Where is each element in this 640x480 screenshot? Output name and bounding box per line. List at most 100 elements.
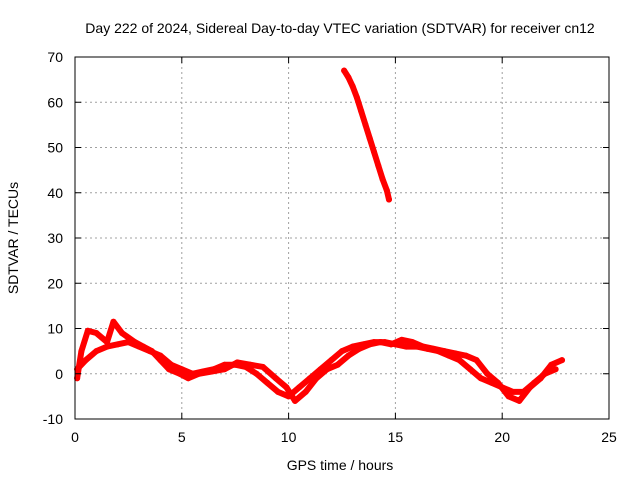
data-point bbox=[324, 366, 331, 373]
data-point bbox=[473, 357, 480, 364]
data-point bbox=[345, 74, 352, 81]
data-point bbox=[356, 345, 363, 352]
data-point bbox=[302, 388, 309, 395]
y-tick-label: 0 bbox=[55, 366, 63, 382]
data-point bbox=[349, 83, 356, 90]
data-point bbox=[430, 345, 437, 352]
data-point bbox=[339, 348, 345, 355]
data-point bbox=[537, 375, 544, 382]
data-point bbox=[208, 368, 215, 375]
data-point bbox=[366, 341, 373, 348]
data-point bbox=[371, 149, 378, 156]
data-point bbox=[398, 336, 405, 343]
data-point bbox=[388, 341, 395, 348]
data-point bbox=[283, 384, 290, 391]
data-point bbox=[165, 366, 172, 373]
data-point bbox=[375, 162, 382, 169]
data-point bbox=[420, 343, 427, 350]
x-ticks: 0 5 10 15 20 25 bbox=[71, 57, 617, 445]
data-point bbox=[157, 357, 164, 364]
data-point bbox=[516, 397, 523, 404]
y-tick-label: 10 bbox=[47, 321, 63, 337]
data-point bbox=[274, 388, 281, 395]
data-point bbox=[494, 379, 501, 386]
data-point bbox=[296, 384, 303, 391]
data-point bbox=[264, 379, 271, 386]
y-ticks: -10 0 10 20 30 40 50 60 70 bbox=[43, 49, 609, 427]
x-tick-label: 10 bbox=[281, 429, 297, 445]
y-tick-label: 60 bbox=[47, 94, 63, 110]
data-point bbox=[104, 343, 111, 350]
data-point bbox=[505, 393, 512, 400]
data-series bbox=[74, 67, 566, 404]
data-point bbox=[484, 370, 491, 377]
data-point bbox=[176, 370, 183, 377]
data-point bbox=[559, 357, 566, 364]
y-tick-label: 30 bbox=[47, 230, 63, 246]
data-point bbox=[341, 67, 348, 74]
data-point bbox=[74, 375, 81, 382]
data-point bbox=[409, 339, 416, 346]
data-point bbox=[82, 357, 89, 364]
data-point bbox=[383, 187, 390, 194]
data-point bbox=[358, 108, 365, 115]
x-tick-label: 0 bbox=[71, 429, 79, 445]
data-point bbox=[441, 348, 448, 355]
data-point bbox=[385, 196, 392, 203]
data-point bbox=[377, 339, 384, 346]
x-tick-label: 25 bbox=[601, 429, 617, 445]
data-point bbox=[148, 348, 155, 355]
data-point bbox=[353, 94, 360, 101]
data-point bbox=[467, 366, 474, 373]
data-point bbox=[221, 366, 228, 373]
data-point bbox=[253, 370, 260, 377]
data-point bbox=[462, 352, 469, 359]
y-tick-label: 20 bbox=[47, 275, 63, 291]
data-point bbox=[140, 343, 147, 350]
data-point bbox=[110, 318, 117, 325]
x-tick-label: 20 bbox=[494, 429, 510, 445]
y-tick-label: 50 bbox=[47, 140, 63, 156]
data-point bbox=[84, 327, 91, 334]
data-point bbox=[93, 348, 100, 355]
data-point bbox=[552, 366, 559, 373]
data-point bbox=[104, 339, 111, 346]
data-point bbox=[379, 176, 386, 183]
data-point bbox=[452, 350, 459, 357]
series-line-track-b bbox=[74, 318, 566, 404]
data-point bbox=[366, 135, 373, 142]
data-point bbox=[345, 352, 352, 359]
data-point bbox=[195, 370, 202, 377]
y-tick-label: -10 bbox=[43, 411, 63, 427]
y-tick-label: 70 bbox=[47, 49, 63, 65]
grid bbox=[75, 57, 609, 419]
data-point bbox=[178, 366, 185, 373]
data-point bbox=[456, 357, 463, 364]
data-point bbox=[78, 348, 85, 355]
x-tick-label: 5 bbox=[178, 429, 186, 445]
data-point bbox=[93, 330, 100, 337]
data-point bbox=[526, 384, 533, 391]
data-point bbox=[477, 375, 484, 382]
data-point bbox=[118, 330, 125, 337]
data-point bbox=[234, 359, 241, 366]
x-axis-label: GPS time / hours bbox=[287, 457, 394, 473]
data-point bbox=[349, 343, 356, 350]
data-point bbox=[114, 341, 121, 348]
data-point bbox=[403, 343, 410, 350]
data-point bbox=[509, 388, 516, 395]
data-point bbox=[362, 121, 369, 128]
data-point bbox=[328, 357, 335, 364]
data-point bbox=[292, 397, 299, 404]
data-point bbox=[259, 363, 266, 370]
data-point bbox=[272, 375, 279, 382]
data-point bbox=[313, 375, 320, 382]
data-point bbox=[548, 361, 555, 368]
data-point bbox=[131, 339, 138, 346]
data-point bbox=[247, 361, 254, 368]
data-point bbox=[185, 375, 192, 382]
x-tick-label: 15 bbox=[388, 429, 404, 445]
chart-title: Day 222 of 2024, Sidereal Day-to-day VTE… bbox=[85, 20, 595, 36]
y-tick-label: 40 bbox=[47, 185, 63, 201]
